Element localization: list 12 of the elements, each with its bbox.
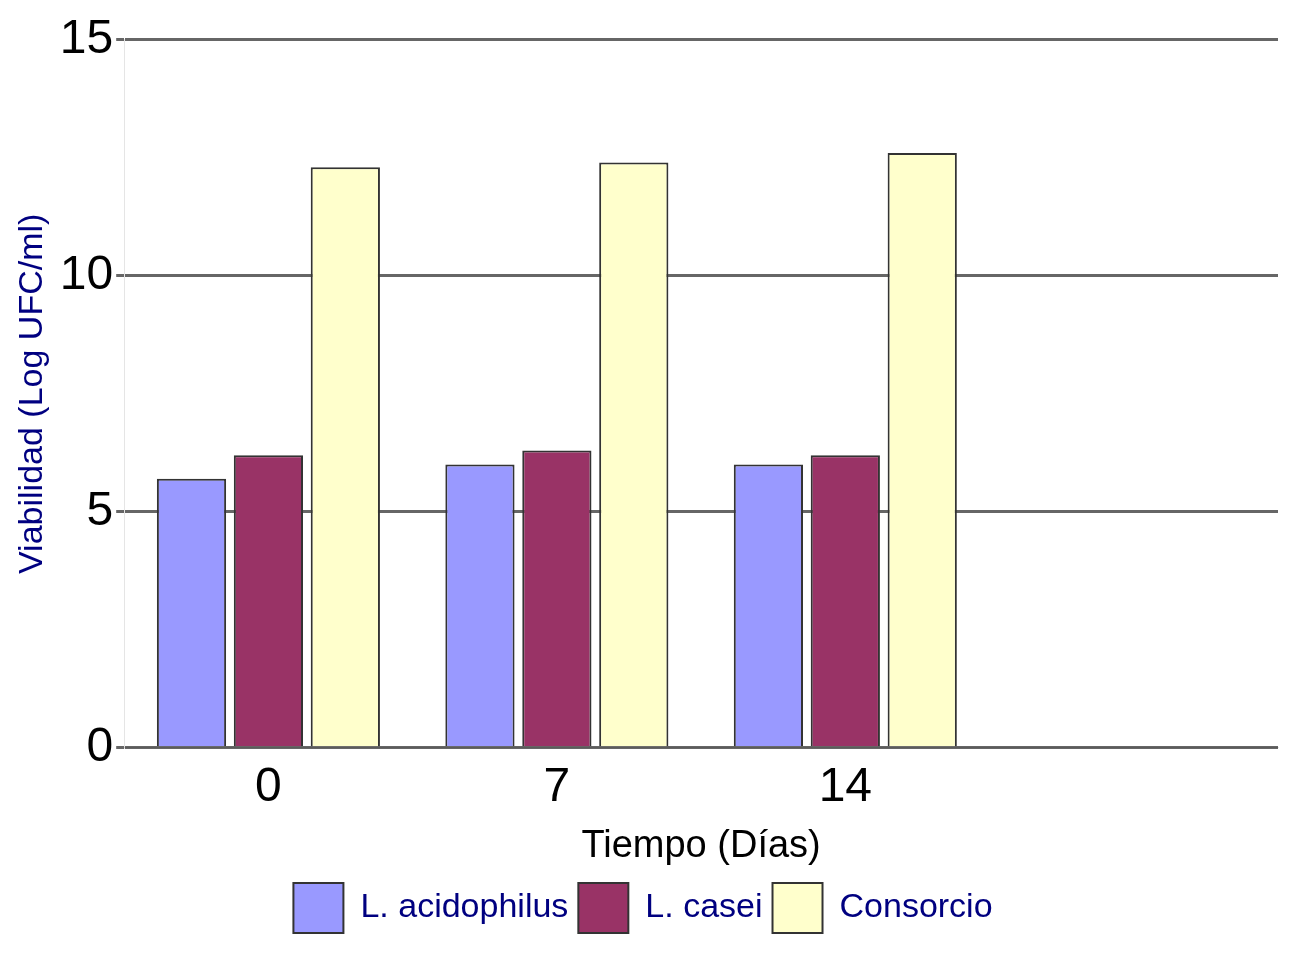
- y-tick-label: 15: [59, 10, 114, 64]
- x-tick-label: 0: [255, 757, 282, 811]
- y-tick-label: 10: [59, 246, 114, 300]
- y-axis-title: Viabilidad (Log UFC/ml): [10, 213, 49, 574]
- x-tick-label: 14: [818, 757, 873, 811]
- y-tick-label: 5: [86, 482, 114, 536]
- legend-label: Consorcio: [839, 886, 993, 925]
- x-axis-title: Tiempo (Días): [581, 822, 821, 865]
- legend-label: L. casei: [645, 886, 763, 925]
- legend-label: L. acidophilus: [360, 886, 569, 925]
- x-tick-label: 7: [543, 757, 571, 811]
- y-tick-label: 0: [86, 718, 114, 772]
